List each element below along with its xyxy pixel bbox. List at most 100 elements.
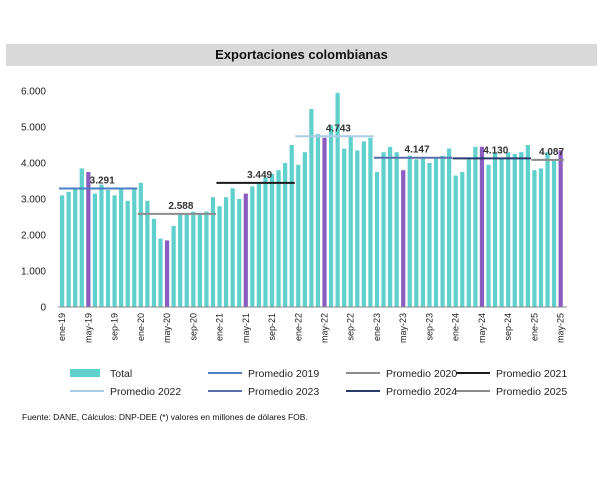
bar bbox=[342, 148, 347, 307]
x-tick-label: may-24 bbox=[477, 313, 487, 343]
bar bbox=[538, 168, 544, 307]
bar bbox=[217, 206, 222, 307]
x-tick-label: may-19 bbox=[83, 313, 93, 343]
average-label: 3.449 bbox=[247, 170, 272, 181]
bar bbox=[394, 152, 399, 307]
bar bbox=[119, 188, 124, 307]
average-label: 2.588 bbox=[168, 201, 193, 212]
bar bbox=[145, 200, 150, 307]
bar bbox=[171, 226, 176, 307]
bar bbox=[335, 92, 340, 307]
bar bbox=[309, 109, 314, 307]
bar bbox=[164, 240, 170, 307]
y-tick-label: 5.000 bbox=[21, 123, 46, 134]
average-label: 4.130 bbox=[483, 145, 508, 156]
bar bbox=[184, 213, 189, 307]
bar bbox=[263, 177, 268, 307]
average-label: 4.147 bbox=[405, 145, 430, 156]
bar bbox=[401, 170, 406, 307]
legend-label: Promedio 2019 bbox=[248, 368, 319, 380]
x-tick-label: may-25 bbox=[556, 313, 566, 343]
bar bbox=[92, 193, 97, 307]
bar bbox=[381, 152, 386, 307]
bar bbox=[407, 155, 412, 307]
bar bbox=[558, 150, 563, 307]
bar bbox=[112, 195, 117, 307]
bar bbox=[368, 137, 373, 307]
y-tick-label: 4.000 bbox=[21, 159, 46, 170]
bar bbox=[230, 188, 235, 307]
x-tick-label: sep-21 bbox=[267, 313, 277, 341]
legend-label: Total bbox=[110, 368, 132, 380]
x-tick-label: sep-20 bbox=[188, 313, 198, 341]
bar bbox=[302, 152, 307, 307]
bar bbox=[447, 148, 452, 307]
legend-label: Promedio 2022 bbox=[110, 386, 181, 398]
bar bbox=[99, 184, 104, 307]
x-tick-label: may-22 bbox=[320, 313, 330, 343]
bar bbox=[466, 159, 471, 307]
legend-label: Promedio 2023 bbox=[248, 386, 319, 398]
bar bbox=[519, 152, 524, 307]
source-note: Fuente: DANE, Cálculos: DNP-DEE (*) valo… bbox=[22, 412, 308, 422]
bar bbox=[138, 182, 143, 307]
bar bbox=[414, 159, 419, 307]
y-tick-label: 2.000 bbox=[21, 231, 46, 242]
bar bbox=[492, 152, 498, 307]
bar bbox=[210, 197, 216, 307]
bar bbox=[473, 146, 478, 307]
y-tick-label: 0 bbox=[40, 303, 46, 314]
legend-label: Promedio 2020 bbox=[386, 368, 457, 380]
bar bbox=[237, 199, 242, 307]
bar bbox=[525, 145, 530, 307]
y-tick-label: 6.000 bbox=[21, 87, 46, 98]
x-tick-label: ene-21 bbox=[215, 313, 225, 341]
bar bbox=[86, 172, 91, 307]
bar bbox=[243, 193, 248, 307]
bar bbox=[204, 211, 209, 307]
bar bbox=[328, 125, 334, 307]
bar bbox=[532, 170, 537, 307]
bar bbox=[420, 157, 425, 307]
bar bbox=[73, 188, 78, 307]
x-tick-label: sep-19 bbox=[110, 313, 120, 341]
bar bbox=[289, 145, 294, 307]
bar bbox=[545, 152, 550, 307]
bar bbox=[158, 238, 163, 307]
bar bbox=[355, 150, 360, 307]
legend-swatch-total bbox=[70, 369, 100, 377]
x-tick-label: may-23 bbox=[398, 313, 408, 343]
bar bbox=[105, 190, 111, 307]
x-tick-label: sep-23 bbox=[424, 313, 434, 341]
bar bbox=[499, 157, 504, 307]
title-band bbox=[6, 44, 597, 66]
x-tick-label: sep-24 bbox=[503, 313, 513, 341]
bar bbox=[512, 154, 517, 307]
bar bbox=[440, 155, 445, 307]
legend-label: Promedio 2025 bbox=[496, 386, 567, 398]
bar bbox=[374, 172, 380, 307]
bar bbox=[296, 164, 301, 307]
average-label: 4.087 bbox=[539, 147, 564, 158]
legend-label: Promedio 2021 bbox=[496, 368, 567, 380]
bar bbox=[460, 172, 465, 307]
bar bbox=[151, 218, 157, 307]
bar bbox=[276, 170, 281, 307]
bar bbox=[506, 152, 511, 307]
legend-label: Promedio 2024 bbox=[386, 386, 457, 398]
average-label: 3.291 bbox=[90, 176, 115, 187]
bar bbox=[322, 137, 327, 307]
bar bbox=[283, 163, 288, 307]
x-tick-label: sep-22 bbox=[346, 313, 356, 341]
y-tick-label: 3.000 bbox=[21, 195, 46, 206]
bar bbox=[66, 191, 71, 307]
bar bbox=[197, 213, 202, 307]
bar bbox=[388, 146, 393, 307]
bar bbox=[269, 173, 275, 307]
average-label: 4.743 bbox=[326, 123, 351, 134]
x-tick-label: ene-20 bbox=[136, 313, 146, 341]
bar bbox=[427, 163, 432, 307]
bar bbox=[132, 188, 137, 307]
bar bbox=[361, 141, 366, 307]
